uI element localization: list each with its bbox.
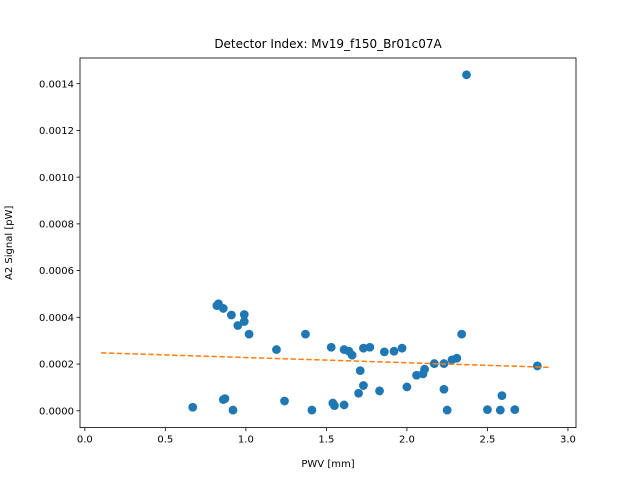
y-tick-label: 0.0010 [39, 173, 74, 184]
data-point [218, 304, 228, 313]
data-point [233, 321, 243, 330]
y-tick-label: 0.0006 [39, 266, 74, 277]
x-axis: 0.0 0.5 1.0 1.5 2.0 2.5 3.0 [77, 427, 576, 446]
data-point [359, 343, 368, 353]
data-point [389, 346, 399, 356]
data-point [397, 343, 407, 353]
x-tick-label: 0.0 [77, 435, 93, 446]
x-tick-label: 2.5 [479, 435, 495, 446]
data-point [272, 345, 281, 354]
plot-area [100, 70, 549, 415]
data-point [495, 405, 505, 415]
plot-frame [79, 57, 577, 429]
data-point [452, 353, 462, 363]
data-point [280, 396, 289, 406]
data-point [483, 405, 492, 415]
data-point [439, 384, 449, 394]
x-axis-label: PWV [mm] [301, 459, 354, 470]
chart-title: Detector Index: Mv19_f150_Br01c07A [214, 37, 442, 51]
data-point [220, 394, 230, 404]
data-point [457, 329, 467, 339]
data-point [497, 391, 507, 400]
y-tick-label: 0.0008 [39, 219, 74, 230]
data-point [462, 70, 471, 80]
x-tick-label: 3.0 [560, 435, 576, 446]
y-axis-label: A2 Signal [pW] [4, 206, 15, 280]
data-point [510, 405, 520, 415]
data-point [307, 405, 317, 415]
data-point [420, 364, 430, 374]
x-tick-label: 0.5 [157, 435, 173, 446]
data-point [365, 342, 375, 352]
y-tick-label: 0.0012 [39, 126, 74, 137]
data-point [359, 381, 368, 390]
data-point [244, 329, 254, 339]
y-tick-label: 0.0004 [39, 313, 74, 324]
data-point [228, 405, 238, 415]
data-point [375, 386, 384, 396]
y-tick-label: 0.0014 [39, 79, 74, 90]
x-tick-label: 2.0 [399, 435, 415, 446]
y-tick-label: 0.0000 [39, 406, 74, 417]
data-point [239, 310, 249, 319]
fit-line [100, 352, 549, 369]
data-point [326, 342, 336, 352]
x-tick-label: 1.5 [318, 435, 334, 446]
data-point [379, 347, 389, 357]
data-point [355, 366, 365, 375]
data-point [330, 401, 339, 411]
data-point [301, 329, 310, 339]
x-tick-label: 1.0 [238, 435, 254, 446]
y-tick-label: 0.0002 [39, 360, 74, 371]
data-point [442, 405, 452, 415]
data-point [354, 388, 363, 398]
y-axis: 0.0000 0.0002 0.0004 0.0006 0.0008 0.0010 0.00… [39, 79, 80, 417]
data-point [347, 350, 357, 360]
data-point [532, 361, 542, 371]
data-point [339, 400, 349, 410]
data-point [188, 402, 198, 412]
data-point [402, 382, 412, 392]
data-point [239, 317, 249, 326]
data-point [226, 310, 236, 320]
